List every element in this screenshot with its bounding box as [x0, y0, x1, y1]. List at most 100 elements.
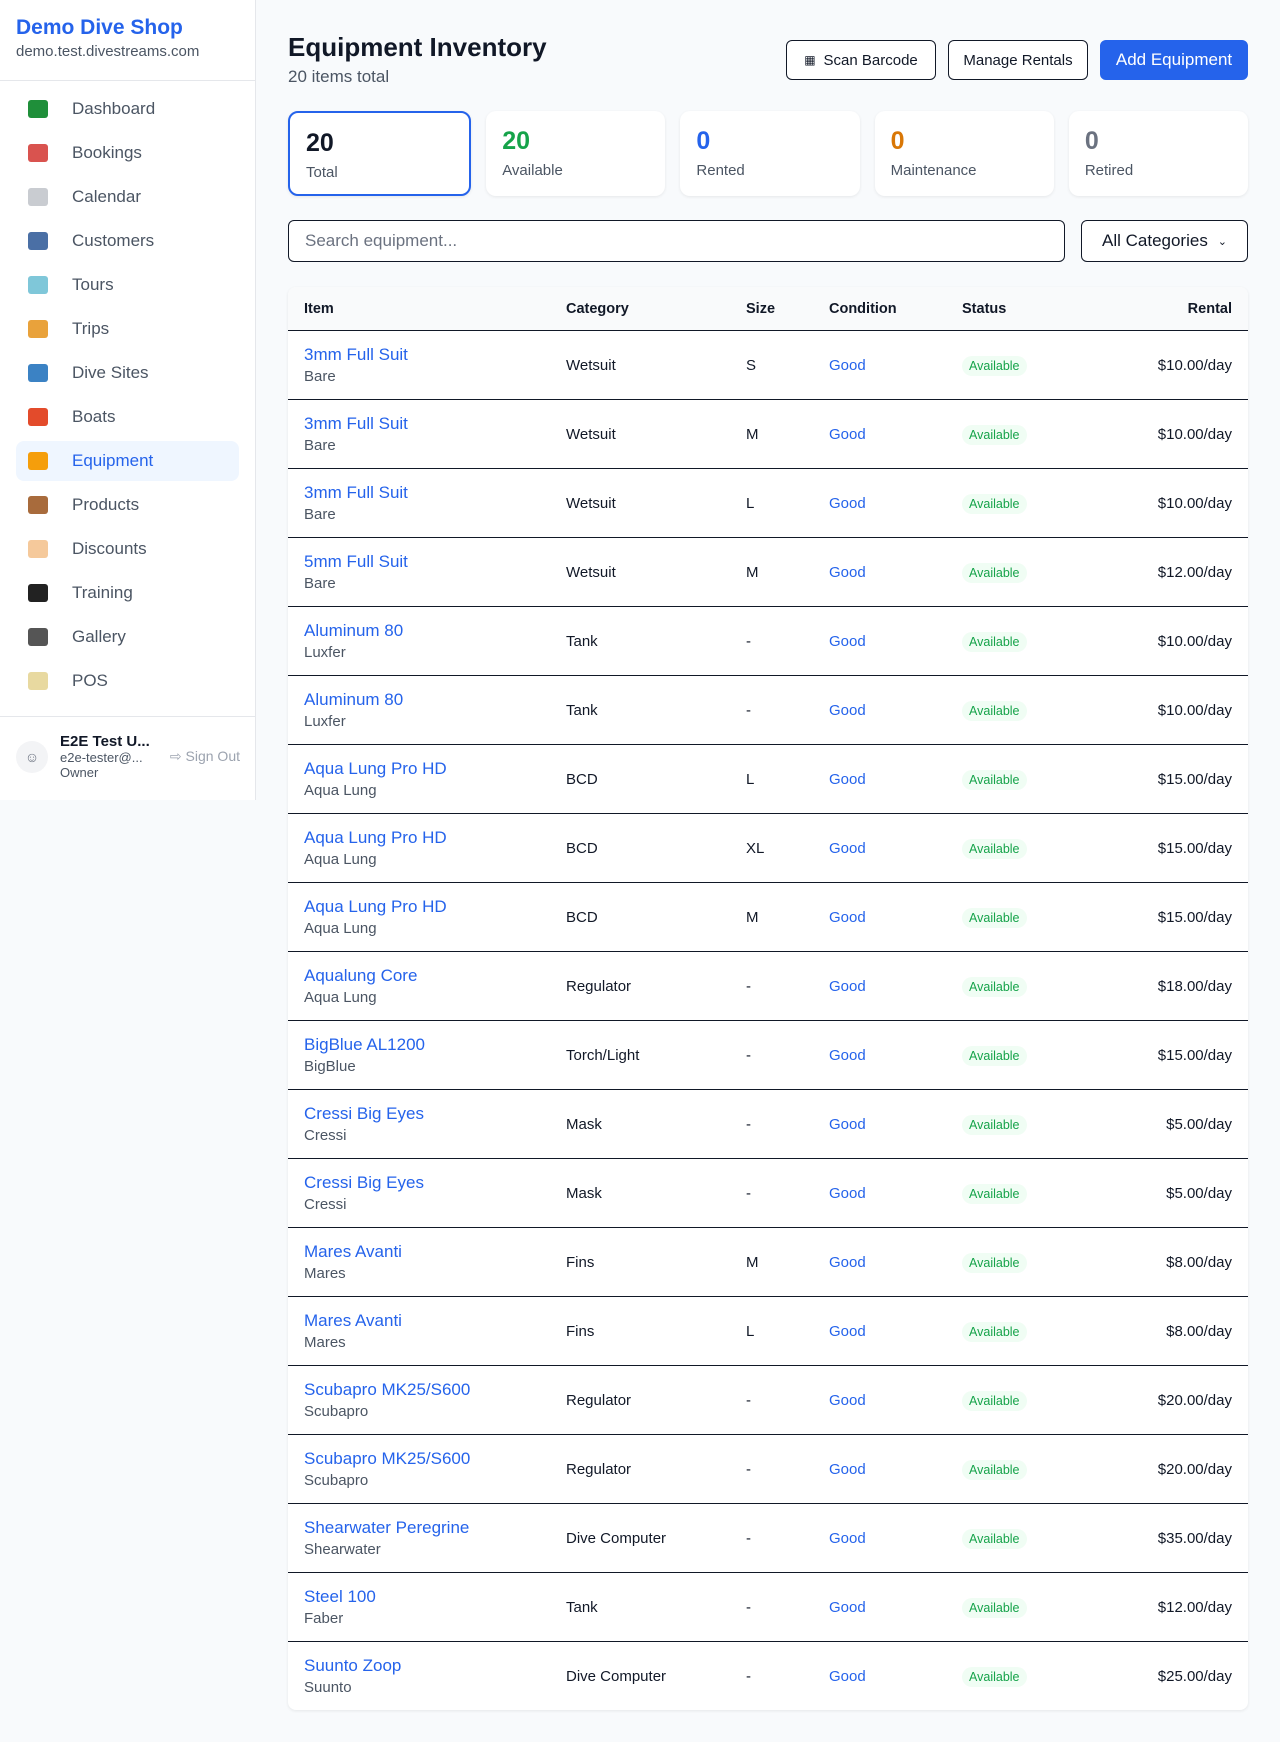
item-name-link[interactable]: Aluminum 80	[304, 690, 404, 709]
size-cell: M	[746, 563, 759, 581]
stat-value: 0	[696, 127, 711, 155]
sidebar-item-label: Gallery	[72, 627, 126, 646]
table-row[interactable]: BigBlue AL1200 BigBlue Torch/Light - Good Ava…	[288, 1020, 1248, 1089]
sidebar-item-customers[interactable]: Customers	[16, 221, 239, 261]
item-name-link[interactable]: Cressi Big Eyes	[304, 1104, 424, 1123]
table-row[interactable]: 3mm Full Suit Bare Wetsuit S Good Available $1…	[288, 330, 1248, 399]
item-brand: Aqua Lung	[304, 989, 377, 1006]
table-row[interactable]: Scubapro MK25/S600 Scubapro Regulator - Good…	[288, 1434, 1248, 1503]
item-cell: Scubapro MK25/S600 Scubapro	[288, 1449, 566, 1489]
item-brand: Mares	[304, 1265, 346, 1282]
status-cell: Available	[962, 355, 1092, 376]
table-row[interactable]: Mares Avanti Mares Fins L Good Available $8.00…	[288, 1296, 1248, 1365]
table-row[interactable]: 5mm Full Suit Bare Wetsuit M Good Available $1…	[288, 537, 1248, 606]
table-row[interactable]: Aluminum 80 Luxfer Tank - Good Available $10.0…	[288, 675, 1248, 744]
manage-rentals-button[interactable]: Manage Rentals	[948, 40, 1088, 80]
stat-card-maintenance[interactable]: 0 Maintenance	[874, 111, 1054, 196]
table-row[interactable]: Shearwater Peregrine Shearwater Dive Compu…	[288, 1503, 1248, 1572]
stat-card-retired[interactable]: 0 Retired	[1068, 111, 1249, 196]
table-row[interactable]: 3mm Full Suit Bare Wetsuit M Good Available $1…	[288, 399, 1248, 468]
item-name-link[interactable]: 3mm Full Suit	[304, 345, 408, 364]
item-brand: Aqua Lung	[304, 920, 377, 937]
table-row[interactable]: Aqua Lung Pro HD Aqua Lung BCD M Good Availab…	[288, 882, 1248, 951]
sidebar-item-products[interactable]: Products	[16, 485, 239, 525]
add-equipment-button[interactable]: Add Equipment	[1100, 40, 1248, 80]
stat-card-total[interactable]: 20 Total	[288, 111, 472, 196]
column-header-item[interactable]: Item	[304, 300, 334, 317]
item-name-link[interactable]: 5mm Full Suit	[304, 552, 408, 571]
category-cell: Mask	[566, 1115, 602, 1133]
category-select[interactable]: All Categories ⌄	[1081, 220, 1248, 262]
item-name-link[interactable]: Aqua Lung Pro HD	[304, 897, 447, 916]
sidebar-item-pos[interactable]: POS	[16, 661, 239, 701]
sidebar-item-dashboard[interactable]: Dashboard	[16, 89, 239, 129]
graduation-cap-icon	[28, 584, 48, 602]
condition-cell: Good	[829, 908, 866, 926]
item-name-link[interactable]: Shearwater Peregrine	[304, 1518, 470, 1537]
table-row[interactable]: Cressi Big Eyes Cressi Mask - Good Available $…	[288, 1158, 1248, 1227]
item-name-link[interactable]: 3mm Full Suit	[304, 414, 408, 433]
table-row[interactable]: Steel 100 Faber Tank - Good Available $12.00/d…	[288, 1572, 1248, 1641]
table-row[interactable]: Aqua Lung Pro HD Aqua Lung BCD L Good Availab…	[288, 744, 1248, 813]
sidebar-item-boats[interactable]: Boats	[16, 397, 239, 437]
sidebar-item-training[interactable]: Training	[16, 573, 239, 613]
column-header-category[interactable]: Category	[566, 300, 629, 317]
item-name-link[interactable]: 3mm Full Suit	[304, 483, 408, 502]
rental-price-cell: $10.00/day	[1157, 425, 1232, 443]
sidebar-item-bookings[interactable]: Bookings	[16, 133, 239, 173]
table-row[interactable]: Aluminum 80 Luxfer Tank - Good Available $10.0…	[288, 606, 1248, 675]
item-name-link[interactable]: Steel 100	[304, 1587, 376, 1606]
sidebar-item-tours[interactable]: Tours	[16, 265, 239, 305]
size-cell: L	[746, 494, 755, 512]
item-cell: Aqua Lung Pro HD Aqua Lung	[288, 828, 566, 868]
sidebar-item-trips[interactable]: Trips	[16, 309, 239, 349]
column-header-condition[interactable]: Condition	[829, 300, 897, 317]
table-row[interactable]: Aqua Lung Pro HD Aqua Lung BCD XL Good Availa…	[288, 813, 1248, 882]
item-name-link[interactable]: Aqualung Core	[304, 966, 418, 985]
shop-name[interactable]: Demo Dive Shop	[16, 16, 183, 39]
table-row[interactable]: Scubapro MK25/S600 Scubapro Regulator - Good…	[288, 1365, 1248, 1434]
item-name-link[interactable]: Aqua Lung Pro HD	[304, 828, 447, 847]
item-name-link[interactable]: BigBlue AL1200	[304, 1035, 425, 1054]
sidebar: Demo Dive Shop demo.test.divestreams.com…	[0, 0, 256, 800]
status-badge: Available	[962, 631, 1027, 652]
category-cell: Tank	[566, 701, 598, 719]
column-header-status[interactable]: Status	[962, 300, 1007, 317]
stat-card-rented[interactable]: 0 Rented	[680, 111, 860, 196]
sidebar-item-calendar[interactable]: Calendar	[16, 177, 239, 217]
rental-price-cell: $5.00/day	[1166, 1115, 1232, 1133]
item-name-link[interactable]: Aluminum 80	[304, 621, 404, 640]
status-badge: Available	[962, 424, 1027, 445]
equipment-table: Item Category Size Condition Status Rental 3mm…	[288, 287, 1248, 1710]
status-cell: Available	[962, 1459, 1092, 1480]
sidebar-item-gallery[interactable]: Gallery	[16, 617, 239, 657]
stat-value: 20	[502, 127, 531, 155]
column-header-size[interactable]: Size	[746, 300, 776, 317]
item-name-link[interactable]: Mares Avanti	[304, 1242, 402, 1261]
table-row[interactable]: Mares Avanti Mares Fins M Good Available $8.00…	[288, 1227, 1248, 1296]
rental-price-cell: $5.00/day	[1166, 1184, 1232, 1202]
item-name-link[interactable]: Cressi Big Eyes	[304, 1173, 424, 1192]
sidebar-item-equipment[interactable]: Equipment	[16, 441, 239, 481]
condition-cell: Good	[829, 1667, 866, 1685]
sidebar-item-label: Dive Sites	[72, 363, 149, 382]
item-name-link[interactable]: Suunto Zoop	[304, 1656, 402, 1675]
table-row[interactable]: Suunto Zoop Suunto Dive Computer - Good Avail…	[288, 1641, 1248, 1710]
people-icon	[28, 232, 48, 250]
item-name-link[interactable]: Scubapro MK25/S600	[304, 1449, 471, 1468]
stat-card-available[interactable]: 20 Available	[486, 111, 666, 196]
sign-out-button[interactable]: ⇨ Sign Out	[170, 748, 240, 765]
item-name-link[interactable]: Mares Avanti	[304, 1311, 402, 1330]
item-name-link[interactable]: Scubapro MK25/S600	[304, 1380, 471, 1399]
sidebar-item-dive-sites[interactable]: Dive Sites	[16, 353, 239, 393]
scan-barcode-button[interactable]: ▦ Scan Barcode	[786, 40, 936, 80]
table-row[interactable]: Aqualung Core Aqua Lung Regulator - Good Avai…	[288, 951, 1248, 1020]
item-brand: Luxfer	[304, 713, 346, 730]
item-name-link[interactable]: Aqua Lung Pro HD	[304, 759, 447, 778]
table-row[interactable]: 3mm Full Suit Bare Wetsuit L Good Available $1…	[288, 468, 1248, 537]
search-input[interactable]	[288, 220, 1065, 262]
table-row[interactable]: Cressi Big Eyes Cressi Mask - Good Available $…	[288, 1089, 1248, 1158]
column-header-rental[interactable]: Rental	[1187, 300, 1232, 317]
sidebar-item-label: Tours	[72, 275, 114, 294]
sidebar-item-discounts[interactable]: Discounts	[16, 529, 239, 569]
